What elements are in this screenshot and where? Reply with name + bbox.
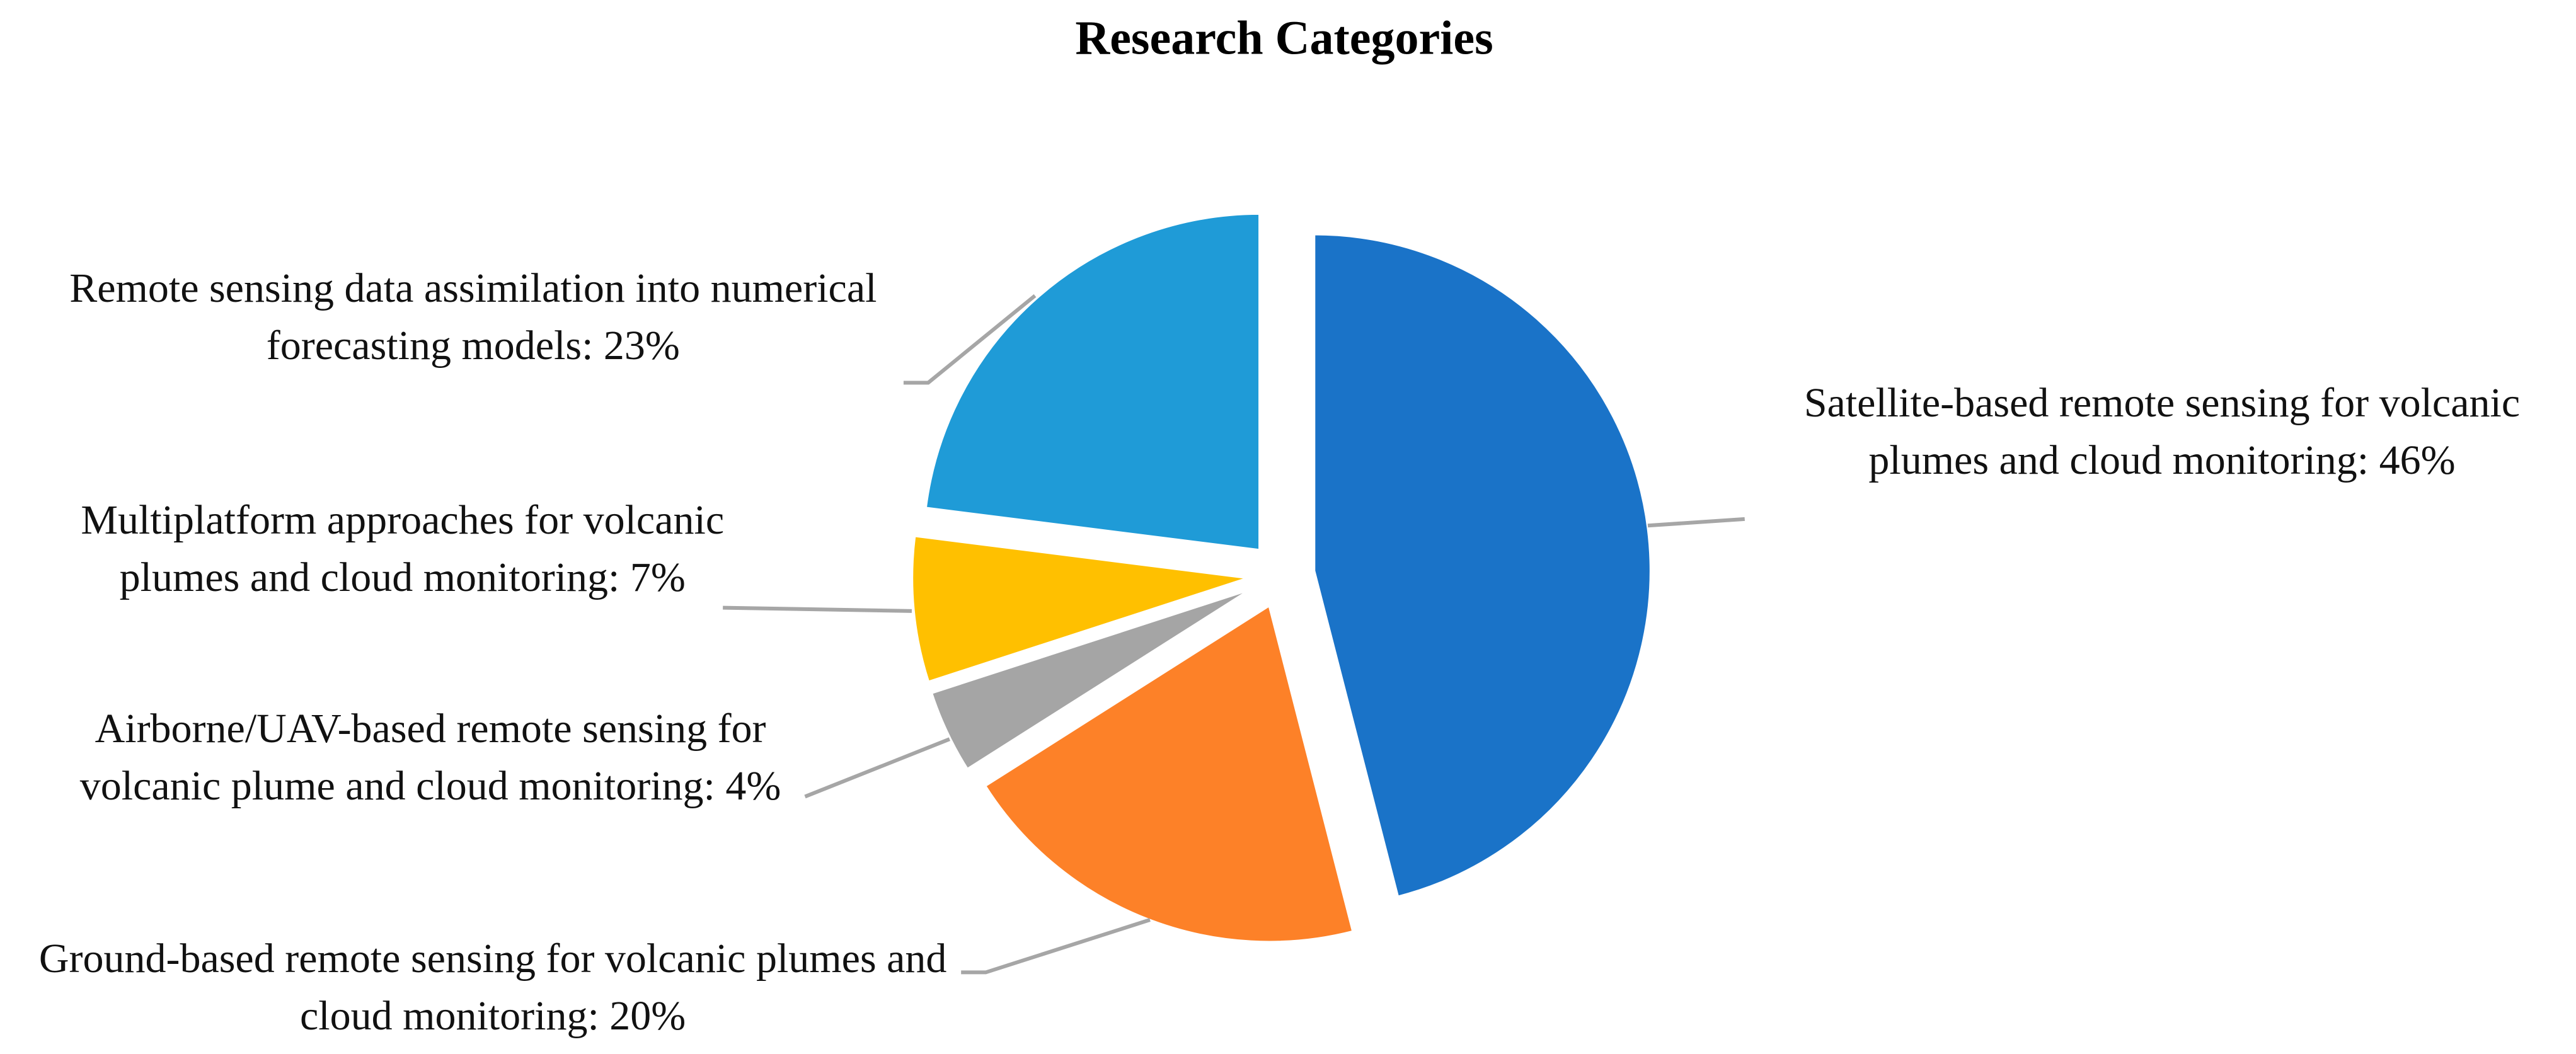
- pie-slice: [929, 587, 1253, 771]
- data-label: Multiplatform approaches for volcanic pl…: [81, 496, 725, 600]
- data-label: Airborne/UAV-based remote sensing for vo…: [79, 705, 781, 809]
- leader-line: [804, 737, 951, 799]
- leader-line: [723, 605, 912, 613]
- leader-line: [961, 918, 1151, 975]
- data-label: Remote sensing data assimilation into nu…: [69, 265, 877, 369]
- data-label: Ground-based remote sensing for volcanic…: [38, 935, 947, 1039]
- pie-slice: [983, 603, 1355, 944]
- data-label: Satellite-based remote sensing for volca…: [1803, 380, 2521, 484]
- pie-slice: [911, 534, 1250, 684]
- pie-slice: [924, 212, 1262, 552]
- chart-title: Research Categories: [1075, 11, 1493, 64]
- leader-line: [903, 294, 1037, 385]
- leader-line: [1647, 517, 1745, 528]
- pie-slice: [1313, 232, 1652, 899]
